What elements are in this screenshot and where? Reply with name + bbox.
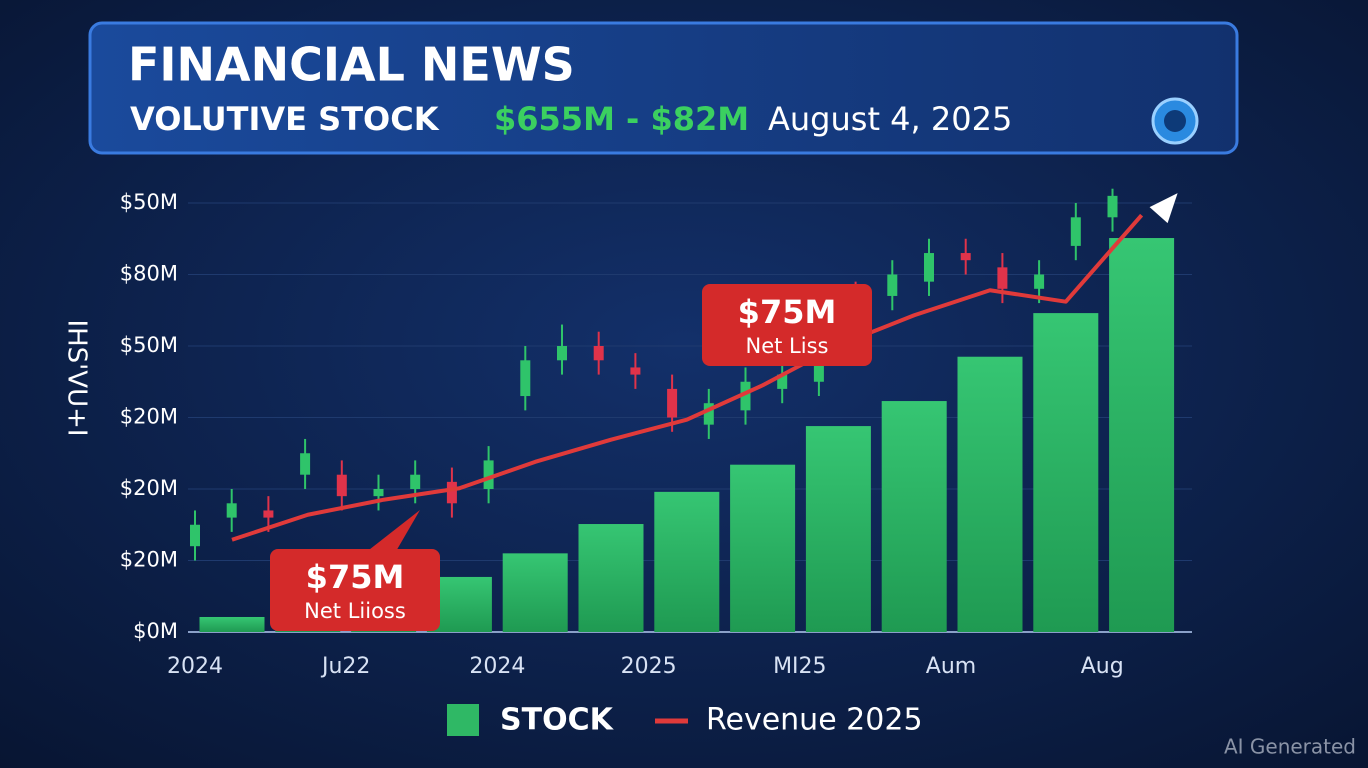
line bbox=[231, 213, 1144, 542]
bar bbox=[730, 464, 796, 632]
watermark: AI Generated bbox=[1224, 735, 1356, 759]
candle-body bbox=[777, 374, 788, 389]
bar bbox=[199, 616, 265, 632]
subtitle-date: August 4, 2025 bbox=[768, 100, 1012, 138]
x-tick-label: 2025 bbox=[621, 654, 677, 679]
candle-body bbox=[263, 510, 274, 518]
legend-label: STOCK bbox=[500, 703, 615, 738]
x-tick-label: 2024 bbox=[469, 654, 525, 679]
candle-body bbox=[924, 253, 934, 282]
header-box bbox=[88, 21, 1239, 155]
candle-body bbox=[226, 503, 237, 518]
candle-body bbox=[740, 381, 751, 411]
line-arrow-head bbox=[1149, 193, 1178, 224]
callout-box bbox=[270, 549, 440, 631]
candle-body bbox=[557, 346, 567, 361]
callout-text: Net Liioss bbox=[304, 599, 406, 623]
y-tick-label: $20M bbox=[120, 476, 178, 500]
candle-body bbox=[1070, 217, 1081, 246]
candle-body bbox=[373, 489, 384, 497]
candle-body bbox=[190, 524, 200, 547]
logo-icon-center bbox=[1164, 110, 1186, 132]
callout-box bbox=[702, 284, 872, 366]
bar bbox=[881, 401, 947, 632]
legend-swatch bbox=[447, 704, 479, 736]
bar bbox=[1033, 313, 1099, 632]
subtitle-name: VOLUTIVE STOCK bbox=[130, 100, 440, 138]
candle-body bbox=[960, 253, 971, 261]
legend-label: Revenue 2025 bbox=[706, 703, 923, 738]
bar bbox=[502, 553, 568, 632]
bar bbox=[957, 356, 1023, 632]
callout-text: Net Liss bbox=[746, 334, 829, 358]
candle-body bbox=[703, 403, 714, 425]
x-tick-label: Aug bbox=[1081, 654, 1124, 679]
chart-title: FINANCIAL NEWS bbox=[128, 38, 575, 92]
candle-body bbox=[410, 474, 421, 489]
subtitle-range: $655M - $82M bbox=[494, 100, 749, 138]
y-tick-label: $50M bbox=[120, 333, 178, 357]
callout-pointer bbox=[365, 510, 420, 553]
candle-body bbox=[997, 267, 1008, 289]
x-tick-label: MI25 bbox=[773, 654, 826, 679]
callout-value: $75M bbox=[738, 293, 837, 331]
candle-body bbox=[887, 274, 898, 296]
bar bbox=[1109, 238, 1175, 632]
bar bbox=[654, 491, 720, 632]
candle-body bbox=[520, 360, 531, 397]
candle-body bbox=[1034, 274, 1045, 289]
y-axis-label: IHS'VU+I bbox=[62, 319, 92, 436]
y-tick-label: $80M bbox=[120, 262, 178, 286]
candle-body bbox=[300, 453, 311, 475]
candle-body bbox=[667, 388, 678, 418]
candle-body bbox=[446, 481, 457, 504]
y-tick-label: $0M bbox=[133, 619, 178, 643]
y-tick-label: $20M bbox=[120, 548, 178, 572]
candle-body bbox=[336, 474, 347, 497]
candle-body bbox=[630, 367, 641, 375]
y-tick-label: $20M bbox=[120, 405, 178, 429]
candle-body bbox=[483, 460, 494, 489]
bar bbox=[805, 426, 871, 632]
x-tick-label: Ju22 bbox=[320, 654, 370, 679]
bar bbox=[578, 524, 644, 632]
candle-body bbox=[593, 346, 604, 361]
x-tick-label: 2024 bbox=[167, 654, 223, 679]
x-tick-label: Aum bbox=[926, 654, 976, 679]
y-tick-label: $50M bbox=[120, 190, 178, 214]
callout-value: $75M bbox=[306, 558, 405, 596]
candle-body bbox=[1107, 195, 1118, 218]
